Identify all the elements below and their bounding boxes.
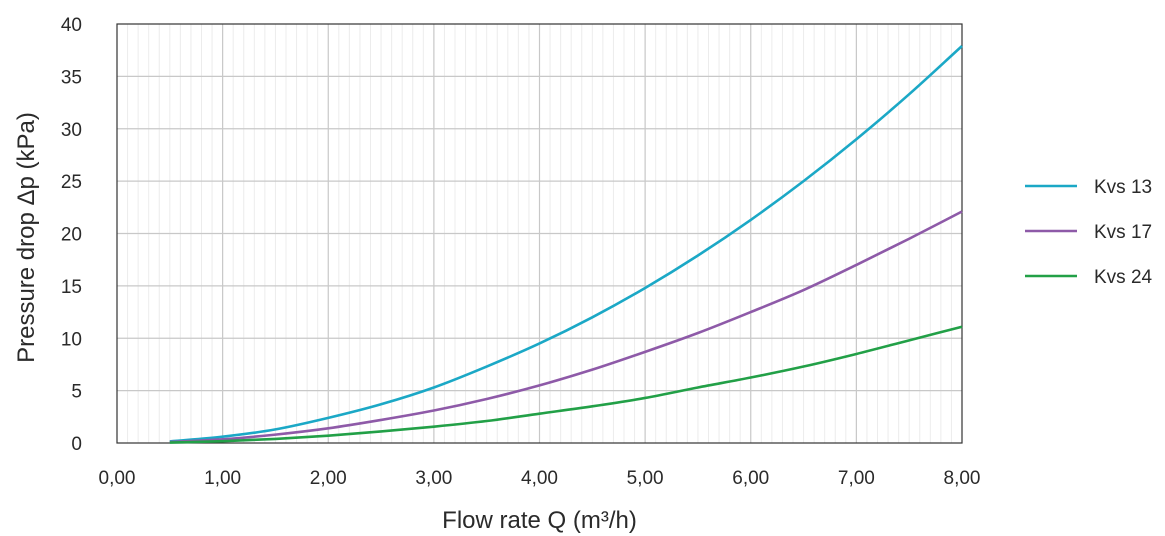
y-tick-label: 0 bbox=[71, 434, 82, 455]
x-tick-label: 1,00 bbox=[204, 468, 241, 489]
legend-label-kvs-13: Kvs 13 bbox=[1094, 177, 1152, 198]
y-tick-label: 5 bbox=[71, 382, 82, 403]
x-tick-label: 0,00 bbox=[99, 468, 136, 489]
series-lines bbox=[169, 45, 963, 444]
y-tick-label: 30 bbox=[61, 120, 82, 141]
y-tick-label: 40 bbox=[61, 15, 82, 36]
y-tick-label: 10 bbox=[61, 329, 82, 350]
x-tick-label: 6,00 bbox=[732, 468, 769, 489]
y-axis-title: Pressure drop Δp (kPa) bbox=[13, 112, 40, 363]
plot-frame bbox=[116, 23, 963, 444]
x-tick-label: 4,00 bbox=[521, 468, 558, 489]
x-tick-label: 3,00 bbox=[415, 468, 452, 489]
series-line-kvs-24 bbox=[169, 325, 963, 444]
x-tick-label: 7,00 bbox=[838, 468, 875, 489]
major-grid bbox=[117, 24, 962, 443]
x-tick-label: 2,00 bbox=[310, 468, 347, 489]
y-tick-labels: 0 5 10 15 20 25 30 35 40 bbox=[61, 15, 82, 455]
series-line-kvs-13 bbox=[169, 45, 963, 443]
x-axis-title: Flow rate Q (m³/h) bbox=[442, 507, 637, 534]
legend-label-kvs-24: Kvs 24 bbox=[1094, 267, 1153, 288]
x-tick-label: 5,00 bbox=[627, 468, 664, 489]
y-tick-label: 35 bbox=[61, 67, 82, 88]
y-tick-label: 15 bbox=[61, 277, 82, 298]
legend: Kvs 13 Kvs 17 Kvs 24 bbox=[1025, 177, 1153, 288]
y-tick-label: 25 bbox=[61, 172, 82, 193]
x-tick-labels: 0,00 1,00 2,00 3,00 4,00 5,00 6,00 7,00 8,00 bbox=[99, 468, 981, 489]
x-tick-label: 8,00 bbox=[944, 468, 981, 489]
y-tick-label: 20 bbox=[61, 225, 82, 246]
legend-label-kvs-17: Kvs 17 bbox=[1094, 222, 1152, 243]
series-line-kvs-17 bbox=[169, 210, 963, 444]
